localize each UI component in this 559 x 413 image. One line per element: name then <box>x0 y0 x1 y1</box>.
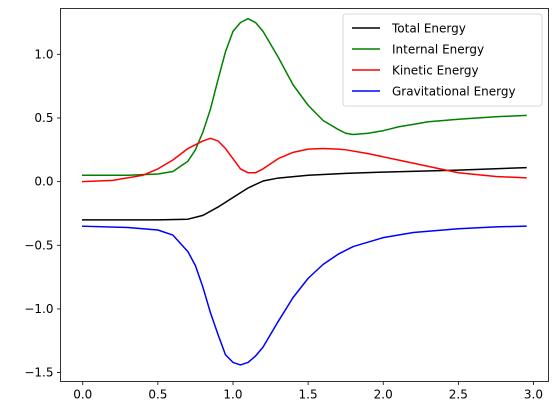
legend: Total Energy Internal Energy Kinetic Energ… <box>342 13 543 107</box>
y-tick-label: −1.0 <box>24 302 53 316</box>
legend-label-2: Kinetic Energy <box>392 64 479 78</box>
x-tick-label: 0.0 <box>73 388 92 402</box>
x-tick-label: 3.0 <box>524 388 543 402</box>
y-axis: −1.5 −1.0 −0.5 0.0 0.5 1.0 <box>24 47 61 380</box>
series-line-0 <box>81 166 527 221</box>
legend-label-0: Total Energy <box>391 22 466 36</box>
x-tick-label: 1.5 <box>299 388 318 402</box>
y-tick-label: 0.5 <box>34 111 53 125</box>
legend-label-1: Internal Energy <box>392 43 484 57</box>
y-tick-label: 0.0 <box>34 175 53 189</box>
y-tick-label: −1.5 <box>24 366 53 380</box>
plot-frame <box>60 8 549 382</box>
x-tick-label: 0.5 <box>148 388 167 402</box>
x-tick-label: 2.5 <box>449 388 468 402</box>
x-tick-label: 2.0 <box>374 388 393 402</box>
legend-label-3: Gravitational Energy <box>392 85 516 99</box>
y-tick-label: 1.0 <box>34 47 53 61</box>
x-tick-label: 1.0 <box>223 388 242 402</box>
series-line-3 <box>81 225 527 366</box>
y-tick-label: −0.5 <box>24 238 53 252</box>
series-line-1 <box>81 17 527 177</box>
series-line-2 <box>81 137 527 183</box>
series-layer <box>81 17 527 366</box>
x-axis: 0.0 0.5 1.0 1.5 2.0 2.5 3.0 <box>73 381 543 402</box>
legend-box <box>342 13 543 107</box>
axes-layer <box>60 8 549 382</box>
